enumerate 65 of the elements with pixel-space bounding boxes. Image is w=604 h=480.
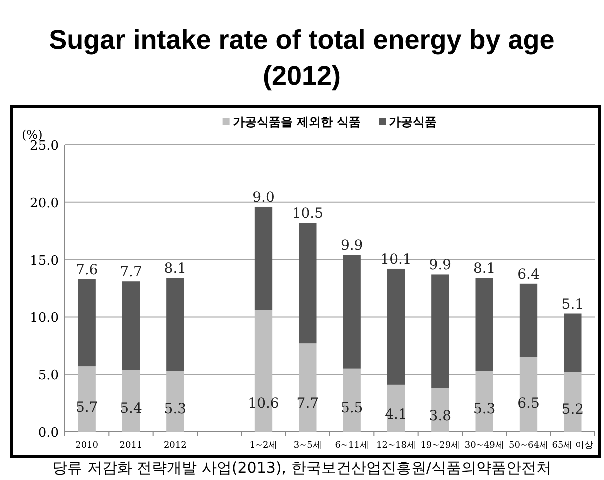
data-label: 8.1 (164, 261, 187, 278)
bar (476, 278, 494, 372)
x-tick-label: 2011 (120, 441, 143, 451)
bar (166, 278, 184, 372)
bar (78, 366, 96, 432)
x-tick-label: 1~2세 (250, 441, 278, 451)
data-label: 9.9 (340, 238, 364, 254)
data-label: 7.6 (76, 262, 98, 278)
bar (122, 370, 140, 432)
bar (166, 371, 184, 432)
bar (564, 314, 582, 372)
x-tick-label: 3~5세 (294, 441, 322, 451)
y-tick-label: 0.0 (38, 426, 59, 441)
bar (387, 384, 406, 432)
data-label: 5.4 (120, 401, 142, 418)
data-label: 5.3 (164, 402, 187, 418)
bar (520, 357, 538, 432)
data-label: 6.5 (518, 396, 540, 412)
x-tick-label: 6~11세 (335, 441, 369, 451)
bar (387, 268, 406, 385)
data-label: 7.7 (296, 396, 320, 412)
bar (299, 223, 317, 344)
text: 당류 저감화 전략개발 사업(2013), 한국보건산업진흥원/식품의약품안전처 (52, 459, 552, 478)
legend-label: 가공식품 (389, 115, 438, 129)
y-axis-title: (%) (22, 128, 43, 142)
data-label: 10.5 (292, 206, 324, 222)
data-label: 7.7 (120, 264, 142, 281)
legend-label: 가공식품을 제외한 식품 (232, 115, 362, 129)
bar (254, 206, 273, 310)
bar (476, 371, 494, 432)
data-label: 9.0 (252, 190, 275, 206)
chart-title: Sugar intake rate of total energy by age (2012) (48, 24, 556, 93)
x-tick-label: 12~18세 (376, 441, 416, 451)
y-tick-label: 10.0 (30, 311, 59, 326)
bar (432, 388, 450, 432)
bar (564, 372, 582, 432)
x-tick-label: 65세 이상 (552, 441, 594, 451)
data-label: 5.5 (340, 400, 364, 417)
data-label: 3.8 (429, 408, 452, 425)
bar (122, 282, 140, 370)
data-label: 4.1 (385, 407, 408, 424)
data-label: 10.6 (248, 396, 280, 412)
bar (78, 279, 96, 367)
x-tick-label: 2010 (76, 441, 99, 451)
data-label: 5.3 (473, 402, 496, 418)
data-label: 9.9 (429, 258, 452, 274)
data-label: 5.7 (76, 400, 98, 416)
y-tick-label: 20.0 (30, 196, 59, 212)
bar (343, 368, 361, 432)
bar (343, 255, 361, 369)
bar (432, 274, 450, 388)
data-label: 8.1 (473, 261, 496, 278)
y-tick-label: 15.0 (30, 254, 59, 269)
data-label: 6.4 (518, 266, 540, 283)
y-tick-label: 25.0 (30, 139, 59, 154)
data-label: 10.1 (380, 252, 412, 268)
data-label: 5.2 (562, 402, 584, 418)
x-tick-label: 2012 (164, 441, 187, 451)
bar (299, 344, 317, 432)
bar (520, 284, 538, 358)
data-label: 5.1 (562, 296, 584, 313)
y-tick-label: 5.0 (38, 368, 59, 384)
x-tick-label: 19~29세 (420, 441, 460, 451)
x-tick-label: 50~64세 (509, 441, 548, 451)
x-tick-label: 30~49세 (464, 441, 504, 451)
